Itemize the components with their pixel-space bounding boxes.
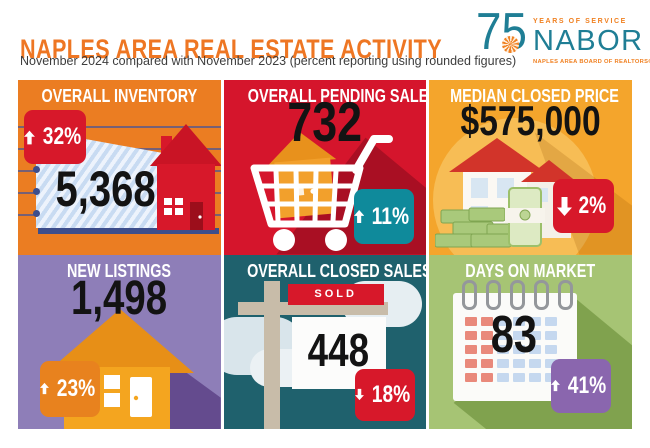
- panel-overall-closed-sales: SOLD OVERALL CLOSED SALES 448 18%: [223, 254, 427, 429]
- calendar-ring: [462, 279, 478, 310]
- calendar-ring: [510, 279, 526, 310]
- sign-post: [263, 280, 280, 429]
- panel-title: OVERALL INVENTORY: [41, 86, 198, 106]
- up-arrow-icon: [353, 209, 364, 224]
- calendar-ring: [534, 279, 550, 310]
- red-house-icon: [150, 124, 221, 230]
- stat-value: 83: [491, 305, 538, 364]
- panel-overall-pending-sales: OVERALL PENDING SALES 732 11%: [223, 80, 427, 255]
- stat-panel-grid: OVERALL INVENTORY 5,368 32%: [18, 80, 632, 429]
- shell-icon: [502, 36, 519, 53]
- logo-org-name: NAPLES AREA BOARD OF REALTORS®: [533, 59, 650, 65]
- change-badge-median-price: 2%: [553, 179, 615, 233]
- up-arrow-icon: [40, 382, 49, 395]
- stat-value: 448: [307, 323, 370, 376]
- change-value: 11%: [371, 202, 409, 230]
- change-badge-days-on-market: 41%: [551, 358, 612, 413]
- panel-title: NEW LISTINGS: [67, 260, 172, 281]
- panel-median-closed-price: MEDIAN CLOSED PRICE $575,000 2%: [429, 80, 632, 255]
- panel-title: DAYS ON MARKET: [465, 260, 596, 281]
- change-value: 41%: [568, 371, 607, 399]
- nabor-logo: 75 YEARS OF SERVICE NABOR NAPLES AREA BO…: [476, 6, 650, 76]
- panel-title: OVERALL CLOSED SALES: [246, 260, 427, 281]
- sign-crossbar: [237, 301, 388, 315]
- calendar-ring: [558, 279, 574, 310]
- calendar-ring: [486, 279, 502, 310]
- up-arrow-icon: [551, 379, 561, 392]
- panel-overall-inventory: OVERALL INVENTORY 5,368 32%: [18, 80, 221, 255]
- chart-point-dot: [33, 166, 40, 173]
- panel-title: OVERALL PENDING SALES: [247, 86, 427, 106]
- logo-name: NABOR: [533, 25, 644, 57]
- stat-value: 1,498: [71, 271, 168, 325]
- change-badge-pending-sales: 11%: [353, 189, 414, 244]
- change-badge-inventory: 32%: [24, 110, 86, 164]
- page-title: NAPLES AREA REAL ESTATE ACTIVITY: [20, 34, 443, 65]
- chart-point-dot: [33, 210, 40, 217]
- panel-new-listings: NEW LISTINGS 1,498 23%: [18, 254, 221, 429]
- page-subtitle: November 2024 compared with November 202…: [20, 54, 517, 68]
- stat-value: 732: [287, 90, 363, 153]
- down-arrow-icon: [557, 196, 573, 216]
- panel-days-on-market: DAYS ON MARKET 83 41%: [429, 254, 632, 429]
- change-value: 32%: [42, 123, 82, 150]
- chart-point-dot: [33, 188, 40, 195]
- change-badge-closed-sales: 18%: [354, 368, 415, 421]
- panel-title: MEDIAN CLOSED PRICE: [450, 86, 620, 106]
- chart-baseline: [38, 228, 219, 234]
- change-badge-new-listings: 23%: [40, 360, 100, 417]
- logo-75-numeral: 75: [476, 3, 527, 61]
- shopping-cart-house-icon: [250, 132, 393, 251]
- logo-tagline: YEARS OF SERVICE: [533, 18, 627, 25]
- stat-value: 5,368: [55, 161, 157, 217]
- up-arrow-icon: [24, 130, 35, 144]
- calendar-icon: [453, 279, 578, 401]
- stat-value: $575,000: [460, 97, 601, 144]
- change-value: 2%: [578, 192, 607, 219]
- change-value: 23%: [56, 374, 96, 402]
- down-arrow-icon: [354, 388, 364, 401]
- change-value: 18%: [371, 380, 410, 408]
- chart-gridline: [18, 126, 221, 128]
- sold-banner: SOLD: [287, 283, 384, 305]
